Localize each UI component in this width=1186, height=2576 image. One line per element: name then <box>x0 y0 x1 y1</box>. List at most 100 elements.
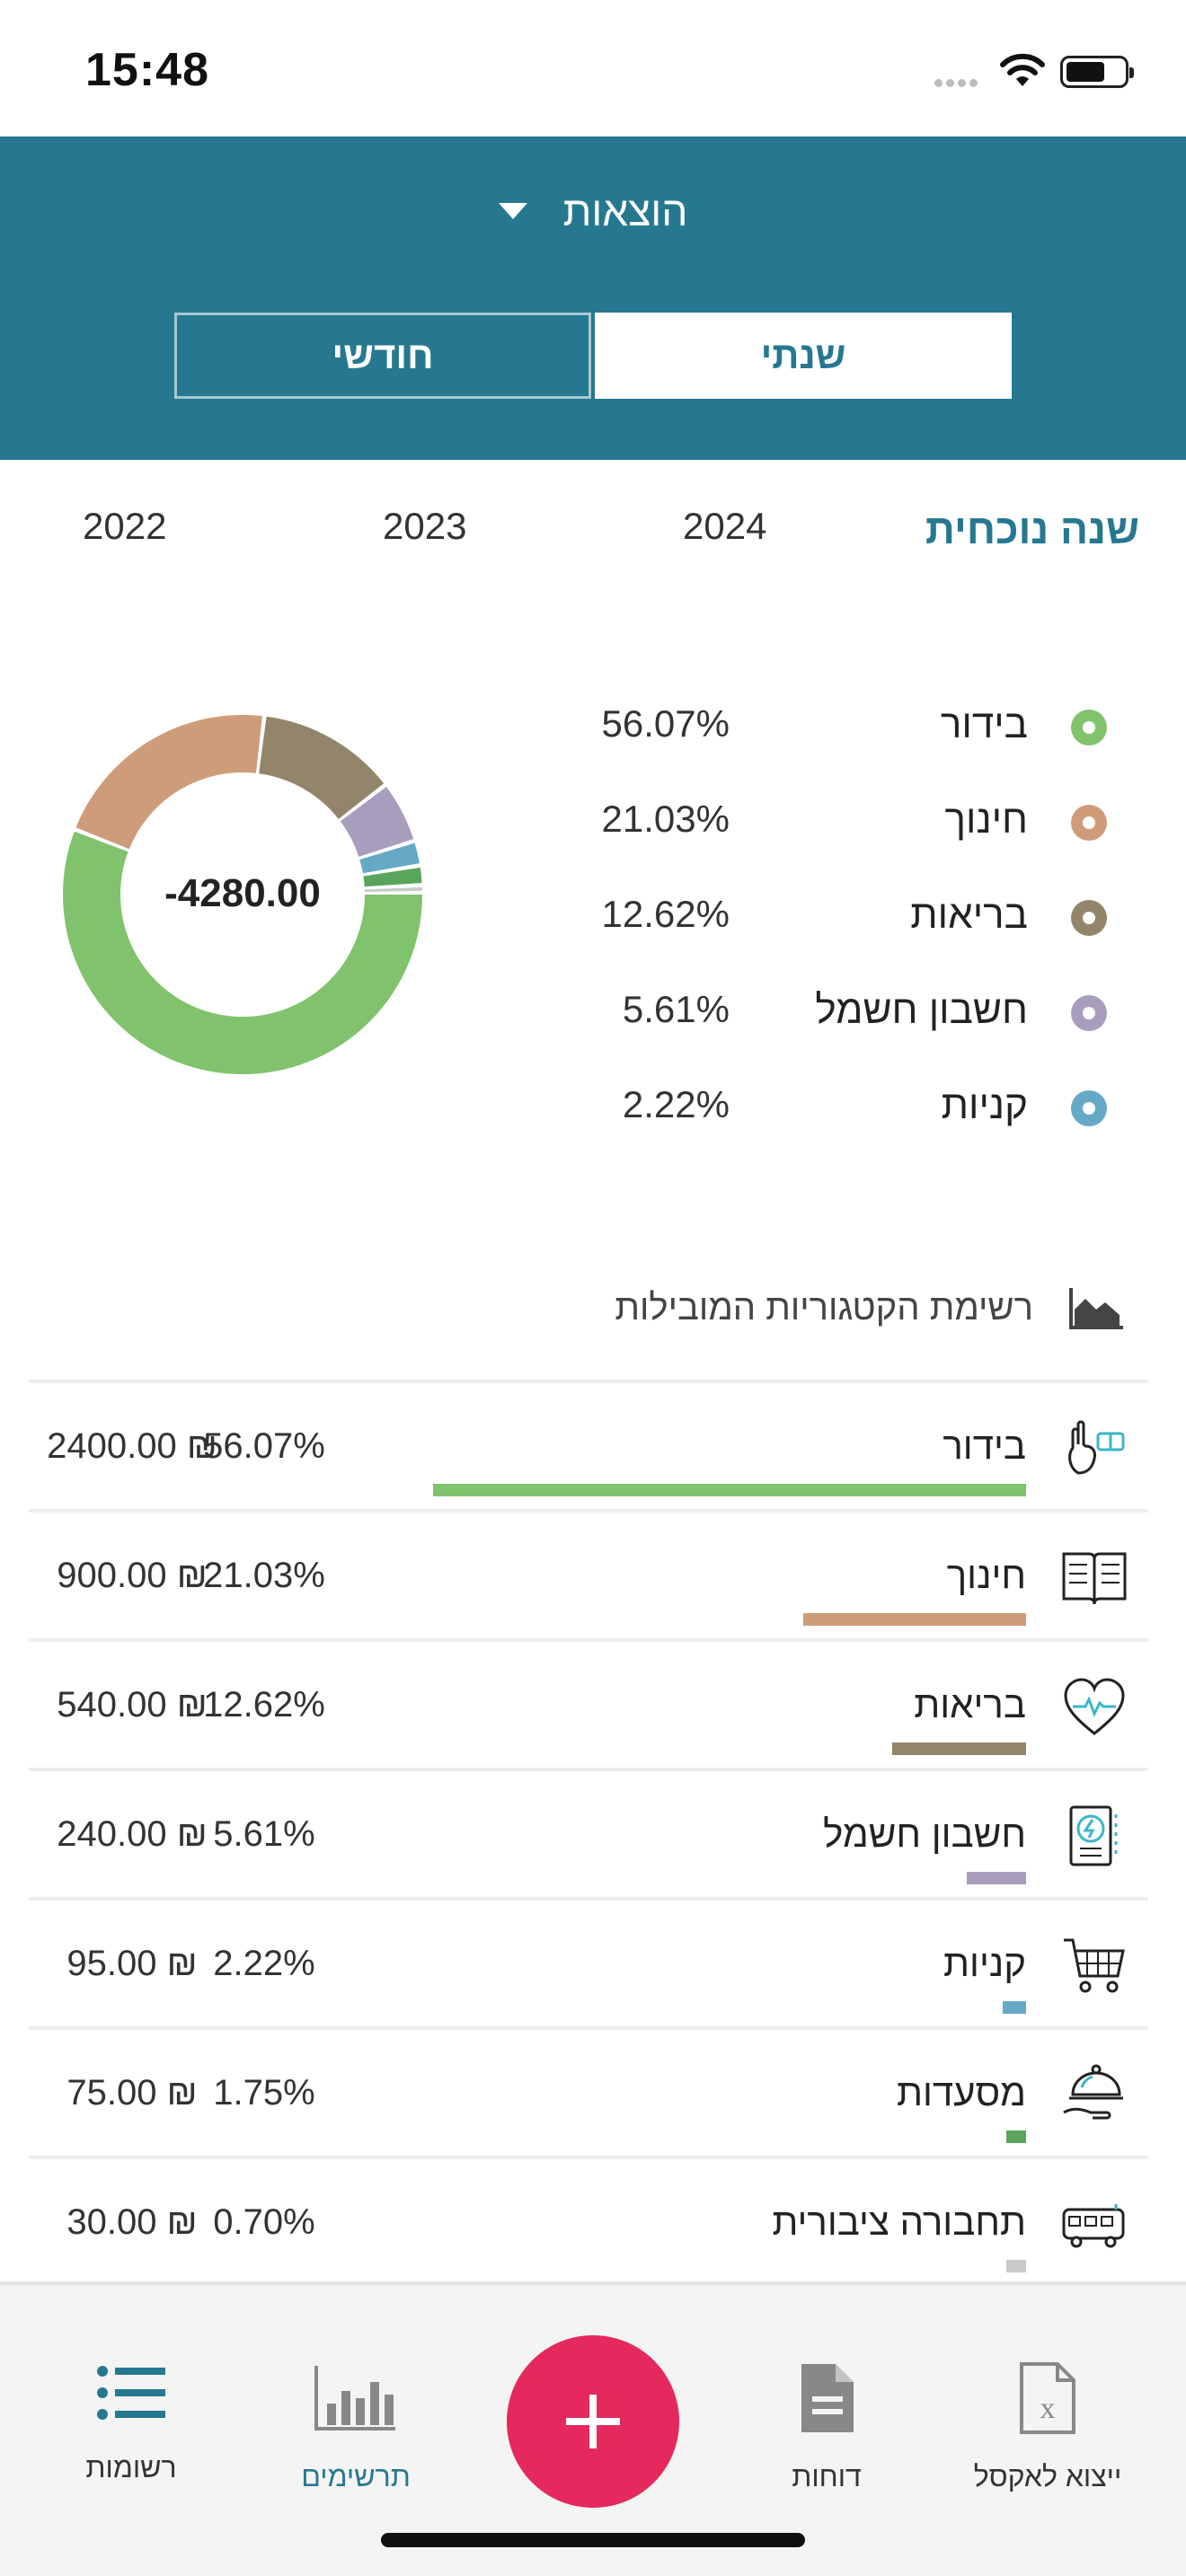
legend-percent: 2.22% <box>622 1083 730 1125</box>
legend-item: חשבון חשמל 5.61% <box>478 983 1107 1037</box>
list-icon <box>97 2366 165 2420</box>
tab-export-excel[interactable]: x ייצוא לאקסל <box>949 2362 1146 2493</box>
status-bar: 15:48 <box>0 0 1186 137</box>
category-amount: 30.00 ₪ <box>66 2202 198 2242</box>
category-amount: 95.00 ₪ <box>66 1944 198 1983</box>
category-bar <box>803 1613 1026 1626</box>
category-bar <box>1002 2001 1026 2014</box>
category-bar <box>433 1484 1026 1496</box>
category-percent: 56.07% <box>203 1426 325 1466</box>
legend-dot <box>1071 1090 1107 1126</box>
category-row[interactable]: בידור 56.07% 2400.00 ₪ <box>29 1380 1148 1509</box>
donut-chart <box>63 715 422 1074</box>
category-label: בידור <box>943 1425 1026 1467</box>
category-row[interactable]: בריאות 12.62% 540.00 ₪ <box>29 1638 1148 1768</box>
category-percent: 12.62% <box>203 1685 325 1725</box>
year-tab-2024[interactable]: 2024 <box>683 505 767 547</box>
legend-item: בריאות 12.62% <box>478 887 1107 941</box>
tab-export-label: ייצוא לאקסל <box>973 2460 1122 2492</box>
donut-total: -4280.00 <box>164 871 321 915</box>
battery-icon <box>1060 56 1134 88</box>
category-amount: 900.00 ₪ <box>57 1556 208 1595</box>
legend-label: בריאות <box>910 893 1028 937</box>
home-indicator <box>381 2533 805 2547</box>
heart-pulse-icon <box>1060 1672 1128 1741</box>
donut-slice-1 <box>63 715 422 1074</box>
category-bar <box>1006 2260 1026 2272</box>
category-type-dropdown[interactable]: הוצאות <box>0 187 1186 235</box>
cloche-icon <box>1060 2060 1128 2129</box>
category-row[interactable]: חינוך 21.03% 900.00 ₪ <box>29 1509 1148 1638</box>
category-percent: 21.03% <box>203 1556 325 1595</box>
legend-item: קניות 2.22% <box>478 1078 1107 1132</box>
wifi-icon <box>1000 53 1045 86</box>
tab-reports-label: דוחות <box>792 2460 862 2492</box>
section-title: רשימת הקטגוריות המובילות <box>615 1288 1033 1328</box>
tab-reports[interactable]: דוחות <box>728 2362 925 2493</box>
legend-percent: 12.62% <box>601 893 730 935</box>
donut-slice-0 <box>63 715 422 1074</box>
shopping-cart-icon <box>1060 1931 1128 1999</box>
category-percent: 1.75% <box>213 2073 315 2113</box>
svg-text:x: x <box>1040 2392 1056 2425</box>
legend-label: בידור <box>940 702 1028 746</box>
tab-charts[interactable]: תרשימים <box>257 2362 455 2493</box>
electric-bill-icon <box>1060 1802 1128 1870</box>
excel-file-icon: x <box>1020 2362 1075 2434</box>
category-bar <box>892 1742 1026 1755</box>
category-row[interactable]: תחבורה ציבורית 0.70% 30.00 ₪ <box>29 2156 1148 2285</box>
segment-yearly[interactable]: שנתי <box>595 313 1012 399</box>
category-bar <box>966 1872 1026 1884</box>
category-percent: 2.22% <box>213 1944 315 1983</box>
legend-percent: 5.61% <box>622 988 730 1030</box>
category-amount: 240.00 ₪ <box>57 1814 208 1854</box>
segment-monthly[interactable]: חודשי <box>174 313 591 399</box>
hand-ticket-icon <box>1060 1414 1128 1482</box>
legend-percent: 21.03% <box>601 798 730 840</box>
legend-dot <box>1071 710 1107 745</box>
legend-dot <box>1071 995 1107 1031</box>
cellular-signal-icon <box>934 75 981 92</box>
category-label: חשבון חשמל <box>823 1813 1026 1855</box>
category-row[interactable]: חשבון חשמל 5.61% 240.00 ₪ <box>29 1768 1148 1897</box>
legend-label: קניות <box>941 1083 1028 1127</box>
category-label: מסעדות <box>896 2071 1026 2113</box>
category-percent: 0.70% <box>213 2202 315 2242</box>
legend-item: חינוך 21.03% <box>478 792 1107 846</box>
status-time: 15:48 <box>85 44 209 96</box>
category-label: תחבורה ציבורית <box>772 2201 1026 2243</box>
year-tab-2022[interactable]: 2022 <box>83 505 167 547</box>
category-row[interactable]: קניות 2.22% 95.00 ₪ <box>29 1897 1148 2026</box>
legend-label: חינוך <box>944 798 1028 842</box>
area-chart-icon <box>1069 1288 1123 1329</box>
category-label: חינוך <box>946 1554 1026 1596</box>
add-record-button[interactable] <box>507 2335 679 2508</box>
category-label: בריאות <box>914 1683 1026 1725</box>
category-amount: 2400.00 ₪ <box>47 1426 217 1466</box>
tab-lists-label: רשומות <box>85 2451 177 2483</box>
category-list: בידור 56.07% 2400.00 ₪ חינוך 21.03% 900.00 ₪ ב… <box>29 1380 1148 2285</box>
bar-chart-icon <box>314 2366 395 2430</box>
legend-item: בידור 56.07% <box>478 697 1107 751</box>
year-tabs: שנה נוכחית 2024 2023 2022 <box>0 505 1186 559</box>
document-icon <box>801 2364 854 2432</box>
category-bar <box>1006 2130 1026 2143</box>
category-label: קניות <box>943 1942 1026 1984</box>
header: הוצאות חודשי שנתי <box>0 137 1186 460</box>
caret-down-icon <box>498 202 527 219</box>
tab-lists[interactable]: רשומות <box>32 2362 230 2484</box>
category-row[interactable]: מסעדות 1.75% 75.00 ₪ <box>29 2026 1148 2156</box>
category-amount: 75.00 ₪ <box>66 2073 198 2113</box>
year-tab-2023[interactable]: 2023 <box>383 505 467 547</box>
category-amount: 540.00 ₪ <box>57 1685 208 1725</box>
legend-dot <box>1071 805 1107 841</box>
tab-charts-label: תרשימים <box>301 2460 411 2492</box>
tab-bar: x ייצוא לאקסל דוחות תרשימים רשומות <box>0 2281 1186 2576</box>
legend-dot <box>1071 900 1107 936</box>
year-tab-current[interactable]: שנה נוכחית <box>925 506 1139 552</box>
bus-icon <box>1060 2190 1128 2258</box>
book-icon <box>1060 1543 1128 1611</box>
legend-label: חשבון חשמל <box>815 988 1028 1032</box>
header-title: הוצאות <box>562 188 688 234</box>
category-percent: 5.61% <box>213 1814 315 1854</box>
